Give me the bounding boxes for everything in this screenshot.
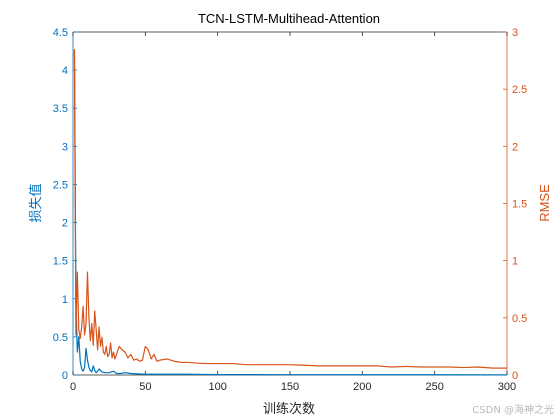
y-left-tick-label: 0	[62, 370, 68, 382]
y-right-axis-label: RMSE	[537, 184, 552, 222]
y-left-tick-label: 2.5	[53, 179, 68, 191]
y-left-tick-label: 2	[62, 218, 68, 230]
watermark: CSDN @海神之光	[472, 405, 554, 416]
y-left-tick-label: 1.5	[53, 256, 68, 268]
x-tick-label: 300	[498, 381, 516, 393]
plot-area: 0 50 100 150 200 250 30000.511.522.533.544.500…	[53, 27, 528, 393]
x-tick-label: 150	[281, 381, 299, 393]
y-left-axis-label: 损失值	[28, 183, 44, 222]
x-tick-label: 200	[353, 381, 371, 393]
y-left-tick-label: 1	[62, 294, 68, 306]
y-left-tick-label: 0.5	[53, 332, 68, 344]
y-right-tick-label: 1.5	[512, 199, 527, 211]
y-right-tick-label: 0.5	[512, 313, 527, 325]
rmse-series-line	[73, 49, 507, 369]
chart-title: TCN-LSTM-Multihead-Attention	[198, 11, 380, 26]
y-left-tick-label: 3.5	[53, 103, 68, 115]
y-right-tick-label: 3	[512, 27, 518, 39]
x-tick-label: 50	[139, 381, 151, 393]
x-tick-label: 0	[70, 381, 76, 393]
y-right-tick-label: 1	[512, 256, 518, 268]
x-tick-label: 100	[208, 381, 226, 393]
y-right-tick-label: 2	[512, 141, 518, 153]
y-right-tick-label: 2.5	[512, 84, 527, 96]
y-left-tick-label: 4	[62, 65, 68, 77]
y-left-tick-label: 3	[62, 141, 68, 153]
loss-series-line	[73, 51, 508, 376]
x-axis-label: 训练次数	[263, 401, 315, 417]
x-tick-label: 250	[425, 381, 443, 393]
y-right-tick-label: 0	[512, 370, 518, 382]
y-left-tick-label: 4.5	[53, 27, 68, 39]
